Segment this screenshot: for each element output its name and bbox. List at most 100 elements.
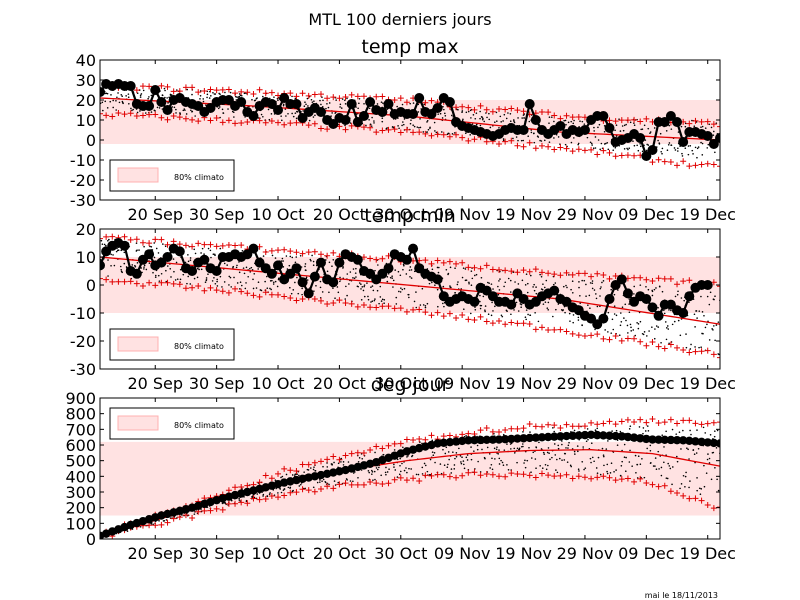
ensemble-dot xyxy=(677,150,679,152)
ensemble-dot xyxy=(551,456,553,459)
ensemble-dot xyxy=(333,480,336,482)
low-marker xyxy=(146,279,153,286)
low-marker xyxy=(195,282,202,289)
low-marker xyxy=(563,471,570,478)
ensemble-dot xyxy=(641,128,644,130)
observed-point xyxy=(174,246,185,257)
ensemble-dot xyxy=(676,455,678,458)
ensemble-dot xyxy=(589,307,591,310)
low-marker xyxy=(244,118,251,125)
ensemble-dot xyxy=(636,321,638,324)
observed-point xyxy=(315,257,326,268)
ensemble-dot xyxy=(253,272,256,275)
xtick-label: 30 Sep xyxy=(189,205,245,224)
ensemble-dot xyxy=(437,113,440,115)
ensemble-dot xyxy=(337,481,340,484)
ytick-label: 20 xyxy=(76,220,96,239)
observed-point xyxy=(605,431,614,440)
ensemble-dot xyxy=(628,298,630,300)
ensemble-dot xyxy=(447,463,449,466)
ensemble-dot xyxy=(720,451,722,453)
ensemble-dot xyxy=(204,281,207,284)
ensemble-dot xyxy=(673,147,676,149)
observed-markers xyxy=(100,430,720,539)
ensemble-dot xyxy=(251,98,253,101)
ensemble-dot xyxy=(384,471,387,474)
ytick-label: -10 xyxy=(70,151,96,170)
ensemble-dot xyxy=(552,283,555,286)
high-marker xyxy=(201,88,208,95)
ensemble-dot xyxy=(602,454,605,456)
ensemble-dot xyxy=(426,470,429,473)
high-marker xyxy=(631,116,638,123)
high-marker xyxy=(680,278,687,285)
ensemble-dot xyxy=(639,145,642,148)
ensemble-dot xyxy=(382,453,385,456)
observed-point xyxy=(291,99,302,109)
ensemble-dot xyxy=(553,430,555,433)
ensemble-dot xyxy=(543,139,546,142)
low-marker xyxy=(164,519,171,526)
high-marker xyxy=(379,93,386,100)
ensemble-dot xyxy=(269,492,271,494)
ensemble-dot xyxy=(366,282,368,284)
high-marker xyxy=(508,268,515,275)
ensemble-dot xyxy=(182,273,185,276)
ensemble-dot xyxy=(498,289,501,291)
ensemble-dot xyxy=(704,326,707,329)
ensemble-dot xyxy=(692,153,694,155)
ensemble-dot xyxy=(632,140,634,142)
ensemble-dot xyxy=(623,456,626,459)
ensemble-dot xyxy=(606,470,608,473)
ensemble-dot xyxy=(703,314,705,317)
ensemble-dot xyxy=(470,270,473,272)
ensemble-dot xyxy=(522,445,524,448)
ensemble-dot xyxy=(593,126,595,129)
ensemble-dot xyxy=(342,461,345,463)
ensemble-dot xyxy=(194,252,197,255)
low-marker xyxy=(170,113,177,120)
ensemble-dot xyxy=(450,472,453,474)
ensemble-dot xyxy=(629,323,632,326)
ensemble-dot xyxy=(156,106,159,109)
ensemble-dot xyxy=(412,102,415,104)
ensemble-dot xyxy=(304,487,307,490)
low-marker xyxy=(305,122,312,129)
ensemble-dot xyxy=(307,105,309,107)
low-marker xyxy=(557,144,564,151)
low-marker xyxy=(692,162,699,169)
high-marker xyxy=(133,236,140,243)
ensemble-dot xyxy=(309,258,312,261)
ensemble-dot xyxy=(313,466,315,468)
ensemble-dot xyxy=(332,287,334,289)
high-marker xyxy=(348,450,355,457)
ytick-label: 200 xyxy=(65,499,96,518)
observed-markers xyxy=(100,79,720,161)
ensemble-dot xyxy=(419,304,422,306)
high-marker xyxy=(422,257,429,264)
legend-swatch xyxy=(117,415,159,431)
ensemble-dot xyxy=(611,318,614,321)
ensemble-dot xyxy=(613,293,616,296)
low-marker xyxy=(385,126,392,133)
ensemble-dot xyxy=(552,315,554,318)
ensemble-dot xyxy=(380,474,382,477)
ensemble-dot xyxy=(339,280,341,283)
ensemble-dot xyxy=(460,462,463,465)
low-marker xyxy=(551,473,558,480)
low-marker xyxy=(391,305,398,312)
high-marker xyxy=(649,277,656,284)
ensemble-dot xyxy=(260,113,263,116)
low-marker xyxy=(477,313,484,320)
ensemble-dot xyxy=(282,489,285,491)
ensemble-dot xyxy=(421,287,424,290)
ensemble-dot xyxy=(700,126,702,128)
low-marker xyxy=(428,472,435,479)
ensemble-dot xyxy=(689,144,692,147)
ensemble-dot xyxy=(642,432,644,435)
ensemble-dot xyxy=(704,432,707,434)
observed-point xyxy=(678,436,688,445)
low-marker xyxy=(440,131,447,138)
ensemble-dot xyxy=(327,106,330,109)
ensemble-dot xyxy=(450,286,452,289)
